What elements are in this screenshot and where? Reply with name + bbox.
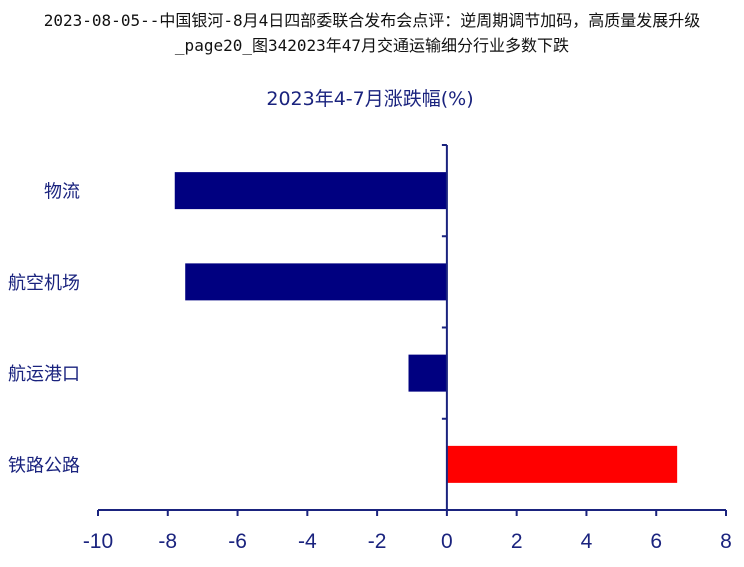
category-label-2: 航运港口	[8, 364, 80, 385]
x-tick-label-7: 4	[581, 530, 593, 553]
bar-0	[174, 172, 447, 210]
x-tick-label-4: -2	[368, 530, 387, 553]
category-label-3: 铁路公路	[8, 455, 80, 476]
x-tick-label-6: 2	[511, 530, 523, 553]
bars-group	[174, 172, 678, 483]
x-tick-label-8: 6	[650, 530, 662, 553]
bar-3	[446, 445, 678, 483]
x-tick-label-3: -4	[298, 530, 317, 553]
axes-group: -10 -8 -6 -4 -2 0 2 4 6 8	[83, 144, 732, 553]
x-tick-label-5: 0	[441, 530, 453, 553]
page-title: 2023-08-05--中国银河-8月4日四部委联合发布会点评：逆周期调节加码，…	[43, 11, 701, 55]
x-tick-label-9: 8	[720, 530, 732, 553]
x-tick-label-1: -8	[158, 530, 177, 553]
x-tick-label-2: -6	[228, 530, 247, 553]
category-label-0: 物流	[44, 182, 80, 203]
chart-title: 2023年4-7月涨跌幅(%)	[266, 88, 473, 110]
x-tick-label-0: -10	[83, 530, 113, 553]
bar-2	[408, 354, 447, 392]
bar-1	[185, 263, 447, 301]
category-label-1: 航空机场	[8, 273, 80, 294]
